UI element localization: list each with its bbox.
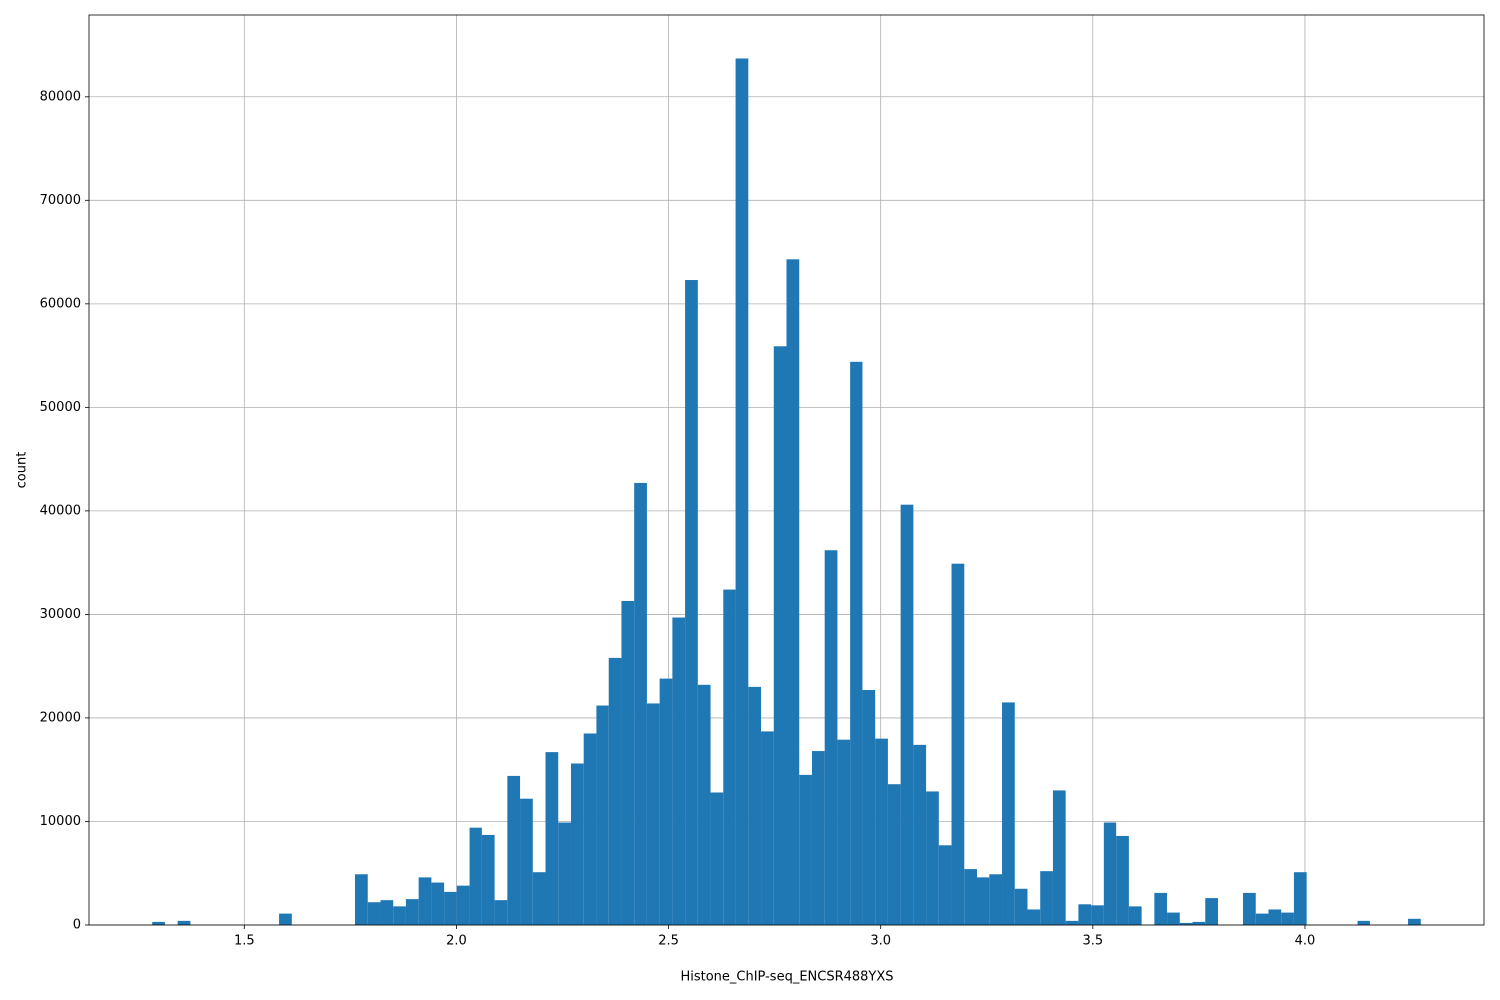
bar [596, 705, 609, 925]
bar [837, 739, 851, 925]
x-tick-label: 2.5 [658, 934, 679, 949]
y-tick-label: 20000 [40, 710, 81, 725]
x-tick-label: 3.0 [870, 934, 891, 949]
bar [926, 791, 939, 925]
bar [697, 684, 711, 925]
bar [1116, 835, 1129, 925]
bar [710, 792, 724, 925]
y-tick-label: 60000 [40, 296, 81, 311]
plot-frame [88, 14, 1485, 926]
bar [761, 731, 774, 925]
bar [1192, 921, 1206, 925]
bar [887, 784, 901, 925]
bar [1154, 892, 1168, 925]
y-tick-label: 30000 [40, 607, 81, 622]
bar [1243, 892, 1256, 925]
y-tick-label: 40000 [40, 503, 81, 518]
bar [824, 550, 838, 925]
x-tick-label: 3.5 [1082, 934, 1103, 949]
bar [520, 798, 533, 925]
bar [659, 678, 673, 925]
bar [431, 882, 445, 925]
y-tick-label: 70000 [40, 193, 81, 208]
bar [1281, 912, 1294, 925]
bar [456, 885, 470, 925]
bar [1179, 922, 1193, 925]
bar [1065, 920, 1079, 925]
bar [1408, 918, 1421, 925]
bar [621, 600, 635, 925]
x-axis-label: Histone_ChIP-seq_ENCSR488YXS [680, 970, 893, 985]
bar [900, 504, 914, 925]
bar [545, 752, 559, 925]
bar [951, 563, 965, 925]
bar [964, 869, 977, 925]
bar [1128, 906, 1142, 925]
bar [786, 259, 800, 925]
bar [1091, 905, 1104, 925]
bar [685, 280, 698, 925]
bar [279, 913, 292, 925]
bar [405, 899, 419, 925]
bar [469, 827, 482, 925]
bar [608, 657, 622, 925]
bar [646, 703, 660, 925]
bar [735, 58, 749, 926]
bar [570, 763, 584, 925]
x-tick-label: 1.5 [234, 934, 255, 949]
x-tick-label: 4.0 [1295, 934, 1316, 949]
bar [773, 346, 787, 926]
bar [532, 872, 546, 925]
bar [799, 774, 812, 925]
x-tick-label: 2.0 [446, 934, 467, 949]
bar [672, 617, 686, 925]
bar [152, 921, 165, 925]
bar [850, 361, 863, 925]
bar [1255, 913, 1269, 925]
bar [380, 900, 394, 925]
bar [811, 751, 825, 925]
bar [634, 482, 647, 925]
bar [355, 874, 368, 925]
bar [1014, 888, 1028, 925]
y-tick-label: 50000 [40, 400, 81, 415]
bar [1103, 822, 1117, 925]
bar [723, 589, 736, 925]
y-axis-label: count [15, 452, 30, 489]
bar [748, 686, 762, 925]
y-tick-label: 80000 [40, 89, 81, 104]
bar [938, 845, 952, 925]
bar [1002, 702, 1015, 925]
y-tick-label: 10000 [40, 814, 81, 829]
bar [1268, 909, 1282, 925]
bar [444, 891, 457, 925]
bar [989, 874, 1003, 925]
bar [1052, 790, 1066, 925]
bar [1040, 871, 1053, 925]
bar [393, 906, 406, 925]
bar [875, 738, 888, 925]
bar [558, 822, 571, 925]
bar [583, 733, 597, 925]
bar [1078, 904, 1092, 925]
bar [862, 689, 876, 925]
bar [976, 877, 990, 925]
bar [507, 775, 521, 925]
bar [913, 744, 927, 925]
bar [367, 902, 381, 925]
bar [494, 900, 508, 925]
bar [1205, 898, 1218, 925]
y-tick-label: 0 [73, 918, 81, 933]
bar [418, 877, 432, 925]
bar [481, 834, 495, 925]
bar [1167, 912, 1180, 925]
bar [1357, 920, 1370, 925]
bar [1027, 909, 1041, 925]
bar [177, 920, 191, 925]
bar [1293, 872, 1307, 925]
